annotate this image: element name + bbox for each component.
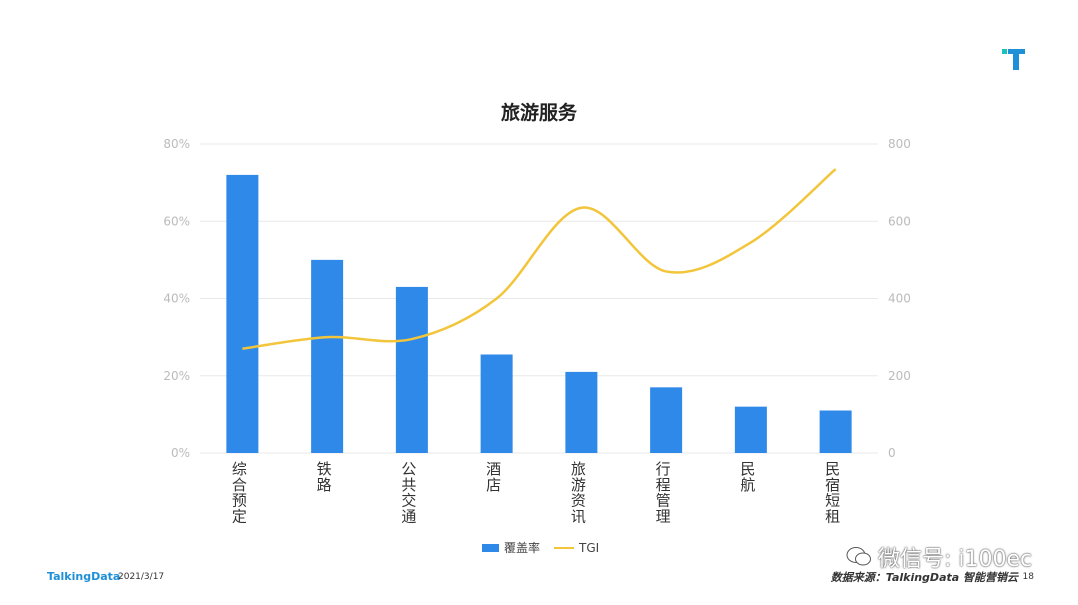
tgi-line-series [242, 168, 837, 350]
bar [734, 406, 767, 453]
left-tick-label: 0% [171, 446, 190, 460]
right-tick-label: 200 [888, 369, 911, 383]
right-tick-label: 0 [888, 446, 896, 460]
left-tick-label: 60% [163, 214, 190, 228]
watermark: 微信号: i100ec [846, 541, 1032, 573]
right-axis: 0 200 400 600 800 [888, 137, 911, 460]
bar [226, 174, 259, 453]
category-label: 旅游资讯 [571, 460, 586, 525]
left-tick-label: 20% [163, 369, 190, 383]
category-label: 公共交通 [401, 460, 416, 525]
bar-series [226, 174, 852, 453]
category-label: 民宿短租 [825, 460, 840, 525]
legend-swatch-bar [482, 543, 499, 552]
bar [819, 410, 852, 453]
chart-grid [200, 143, 878, 454]
right-tick-label: 800 [888, 137, 911, 151]
category-label: 综合预定 [232, 460, 247, 525]
right-tick-label: 600 [888, 214, 911, 228]
bar [565, 371, 598, 453]
report-date: 2021/3/17 [118, 572, 165, 582]
watermark-text: 微信号: i100ec [878, 547, 1033, 572]
bar [311, 259, 344, 453]
legend-swatch-line [554, 546, 575, 549]
category-label: 民航 [740, 460, 755, 494]
legend: 覆盖率 TGI [482, 539, 599, 556]
legend-label-tgi: TGI [579, 540, 600, 555]
wechat-icon [846, 547, 871, 566]
left-axis: 0% 20% 40% 60% 80% [163, 137, 190, 460]
data-source: 数据来源：TalkingData 智能营销云 [830, 571, 1018, 584]
bar [395, 286, 428, 453]
category-label: 行程管理 [656, 460, 671, 525]
page-number: 18 [1022, 572, 1034, 582]
chart-title: 旅游服务 [500, 102, 577, 124]
x-axis: 综合预定 铁路 公共交通 酒店 旅游资讯 行程管理 民航 民宿短租 [232, 460, 840, 525]
legend-label-coverage: 覆盖率 [504, 541, 541, 555]
left-tick-label: 40% [163, 292, 190, 306]
bar [480, 354, 513, 453]
right-tick-label: 400 [888, 292, 911, 306]
category-label: 酒店 [486, 460, 501, 494]
talkingdata-logo-icon [1002, 49, 1025, 70]
left-tick-label: 80% [163, 137, 190, 151]
category-label: 铁路 [317, 460, 332, 494]
brand-name: TalkingData [47, 570, 121, 583]
bar [650, 387, 683, 453]
